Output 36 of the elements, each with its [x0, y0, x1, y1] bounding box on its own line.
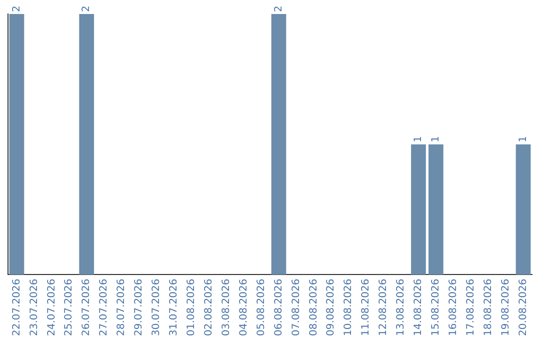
data-label: 1 — [430, 136, 442, 142]
x-tick-label: 14.08.2026 — [413, 278, 424, 336]
x-tick-label: 11.08.2026 — [360, 278, 372, 336]
x-tick-label: 02.08.2026 — [203, 278, 214, 336]
x-tick-label: 15.08.2026 — [430, 278, 442, 336]
x-tick-label: 30.07.2026 — [151, 278, 162, 336]
x-tick-label: 12.08.2026 — [378, 278, 390, 336]
x-tick-label: 27.07.2026 — [98, 278, 110, 336]
data-label: 2 — [11, 6, 22, 12]
x-tick-label: 06.08.2026 — [273, 278, 284, 336]
data-label: 2 — [273, 6, 284, 12]
x-tick-label: 05.08.2026 — [256, 278, 267, 336]
x-tick-label: 31.07.2026 — [168, 278, 180, 336]
data-label: 2 — [81, 6, 92, 12]
x-tick-label: 18.08.2026 — [482, 278, 494, 336]
x-tick-label: 24.07.2026 — [46, 278, 58, 336]
x-tick-label: 17.08.2026 — [465, 278, 476, 336]
x-tick-label: 28.07.2026 — [116, 278, 128, 336]
x-tick-label: 07.08.2026 — [290, 278, 302, 336]
x-tick-label: 20.08.2026 — [518, 278, 529, 336]
x-tick-label: 22.07.2026 — [11, 278, 22, 336]
x-tick-label: 29.07.2026 — [134, 278, 145, 336]
x-tick-label: 08.08.2026 — [308, 278, 320, 336]
x-tick-label: 16.08.2026 — [448, 278, 459, 336]
data-label: 1 — [413, 136, 424, 142]
x-tick-label: 25.07.2026 — [64, 278, 75, 336]
x-tick-label: 23.07.2026 — [28, 278, 40, 336]
x-tick-label: 19.08.2026 — [500, 278, 512, 336]
x-tick-label: 03.08.2026 — [220, 278, 232, 336]
x-tick-label: 04.08.2026 — [238, 278, 250, 336]
x-tick-label: 09.08.2026 — [326, 278, 337, 336]
x-tick-label: 01.08.2026 — [186, 278, 197, 336]
x-tick-label: 13.08.2026 — [396, 278, 407, 336]
x-tick-label: 10.08.2026 — [343, 278, 354, 336]
data-label: 1 — [518, 136, 529, 142]
x-tick-label: 26.07.2026 — [81, 278, 92, 336]
